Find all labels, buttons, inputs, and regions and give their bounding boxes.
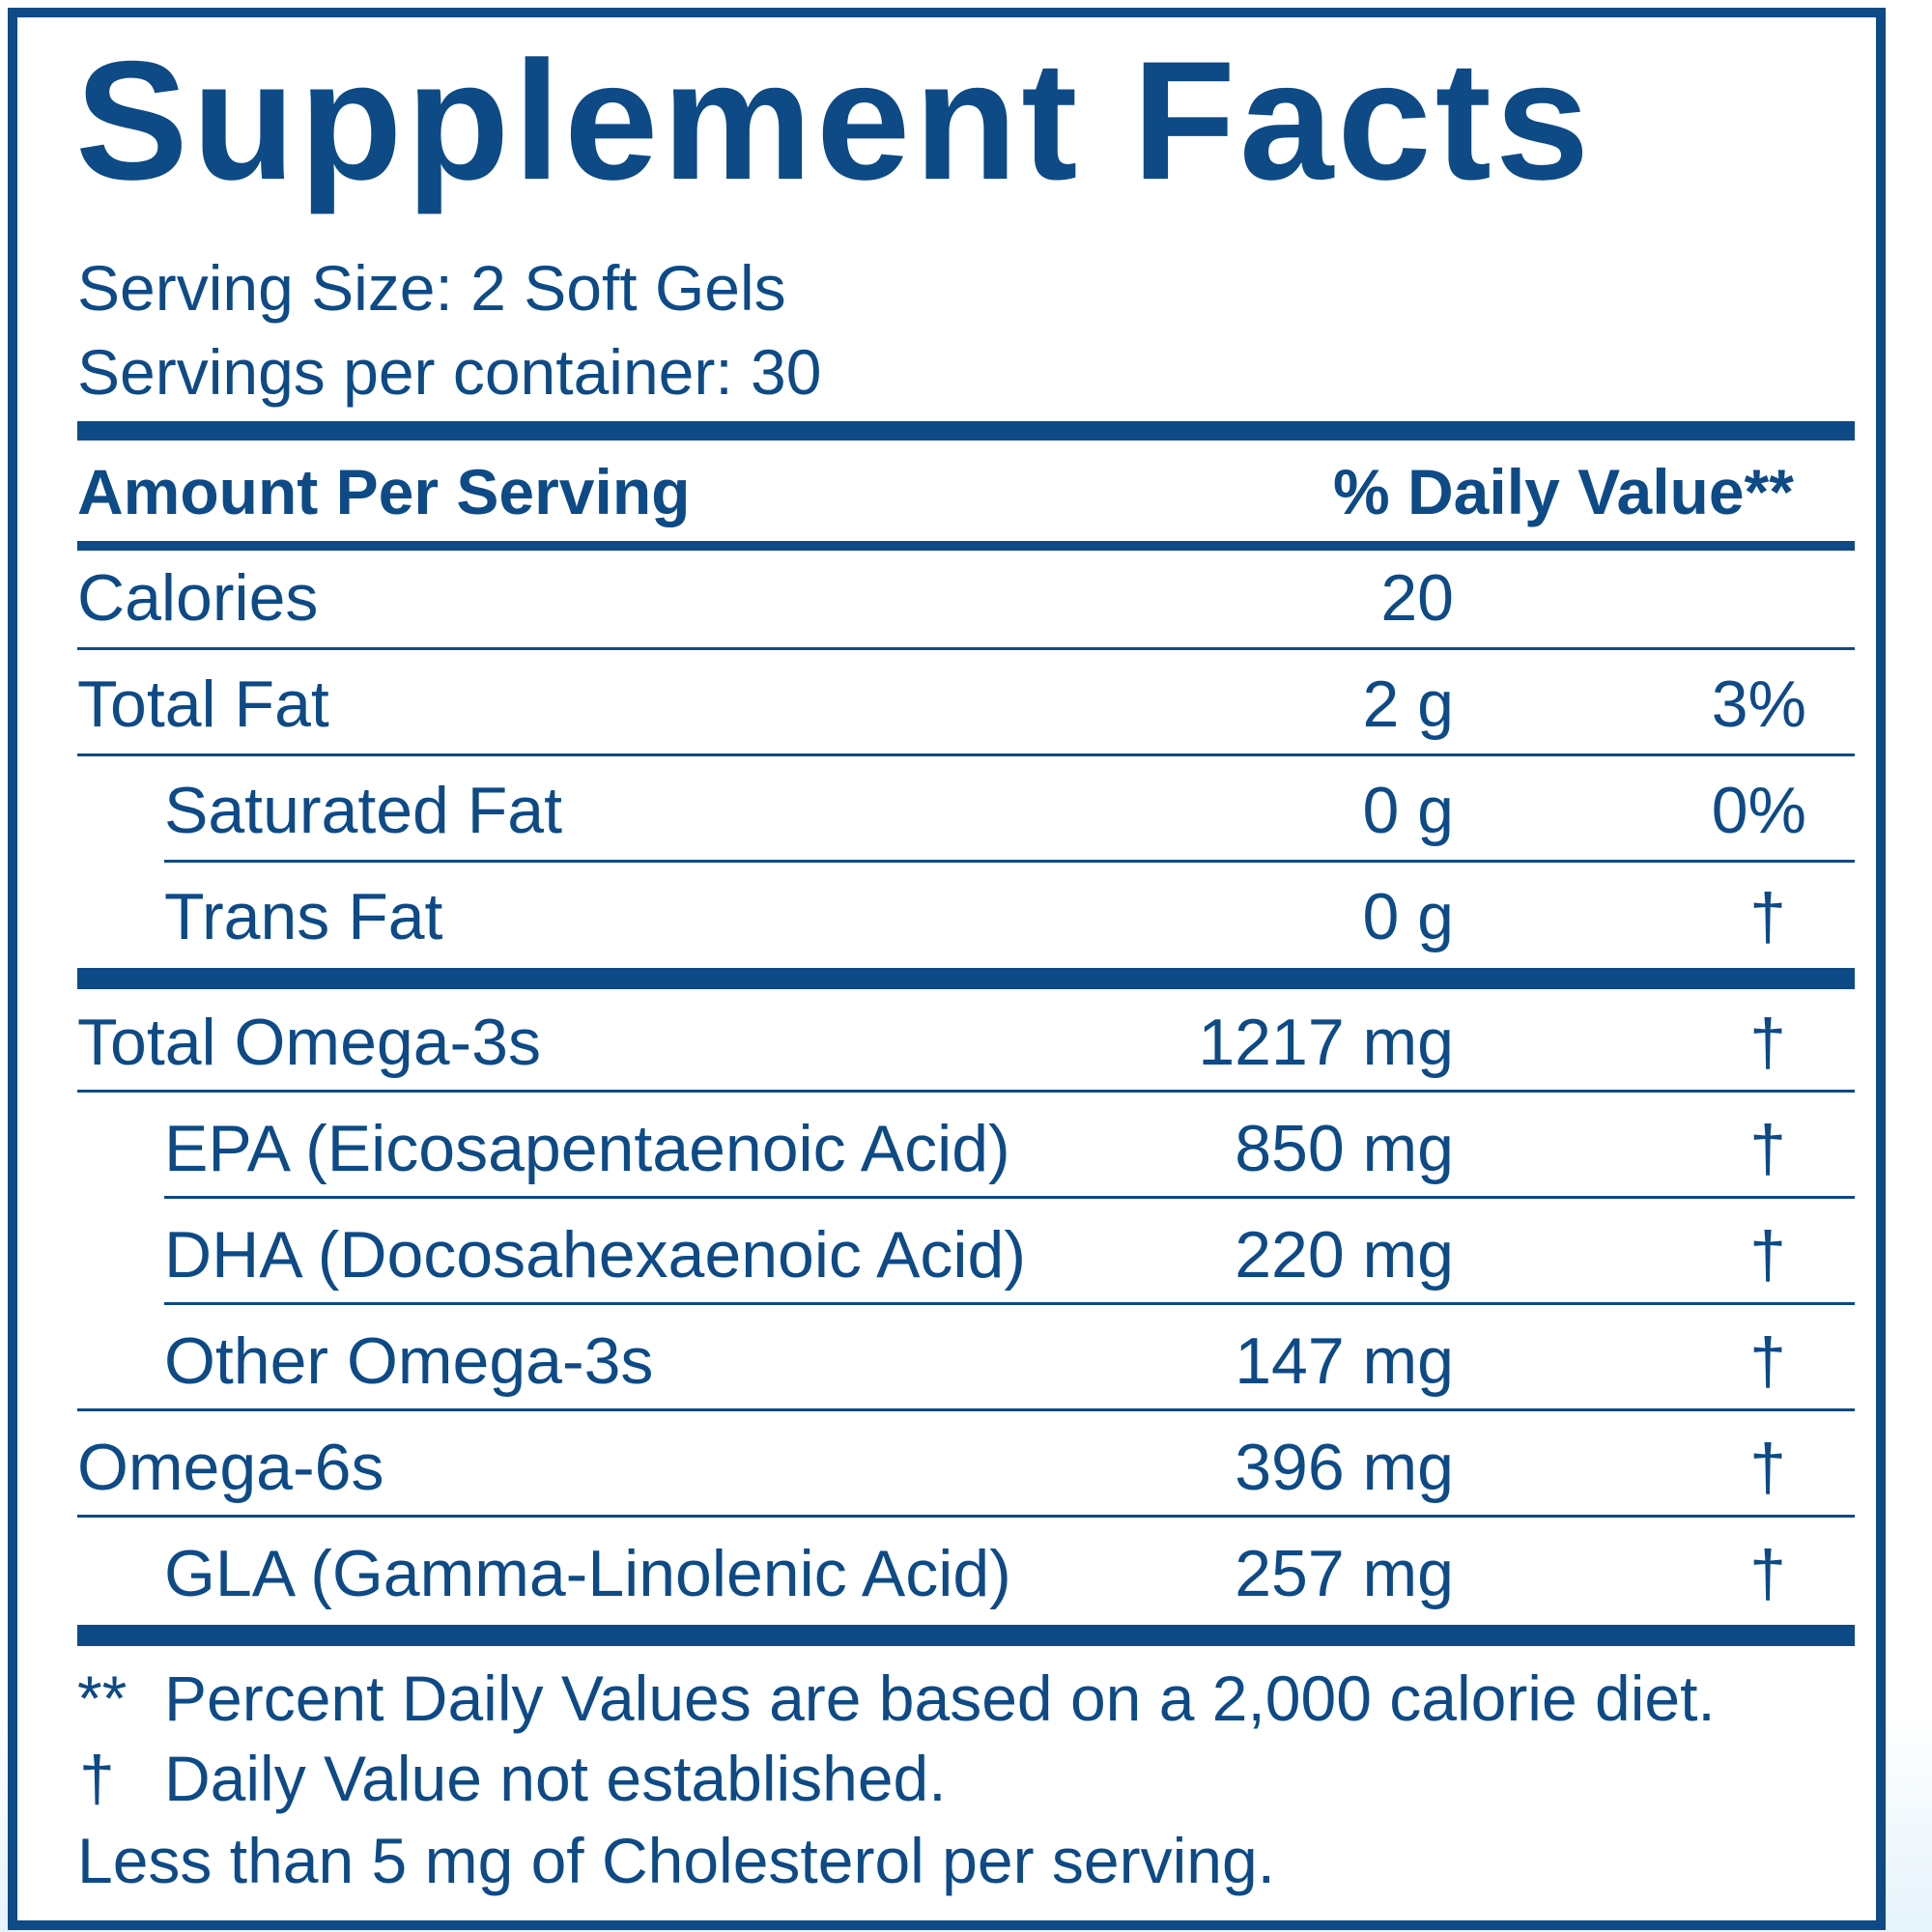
row-divider	[77, 647, 1855, 650]
nutrient-name: EPA (Eicosapentaenoic Acid)	[164, 1112, 1010, 1185]
row-divider	[164, 1196, 1855, 1199]
nutrient-amount: 20	[1380, 561, 1454, 635]
nutrient-name: Omega-6s	[77, 1431, 384, 1504]
thick-divider	[77, 968, 1855, 989]
footnote-dv-text: Percent Daily Values are based on a 2,00…	[164, 1662, 1716, 1734]
cholesterol-note: Less than 5 mg of Cholesterol per servin…	[77, 1825, 1275, 1896]
nutrient-name: Total Omega-3s	[77, 1006, 541, 1079]
footnote-dv-symbol: **	[77, 1662, 128, 1734]
thick-divider	[77, 1625, 1855, 1646]
nutrient-daily-value: †	[1749, 1537, 1786, 1610]
nutrient-amount: 257 mg	[1235, 1537, 1454, 1610]
thick-divider	[77, 421, 1855, 440]
serving-size: Serving Size: 2 Soft Gels	[77, 252, 786, 324]
nutrient-daily-value: †	[1749, 1006, 1786, 1079]
nutrient-amount: 0 g	[1362, 774, 1454, 847]
nutrient-daily-value: 3%	[1711, 668, 1806, 741]
row-divider	[77, 1515, 1855, 1518]
nutrient-name: Saturated Fat	[164, 774, 563, 847]
nutrient-name: GLA (Gamma-Linolenic Acid)	[164, 1537, 1011, 1610]
amount-per-serving-header: Amount Per Serving	[77, 456, 691, 527]
row-divider	[77, 753, 1855, 756]
row-divider	[164, 860, 1855, 863]
nutrient-amount: 220 mg	[1235, 1218, 1454, 1292]
row-divider	[164, 1302, 1855, 1305]
nutrient-daily-value: †	[1749, 1218, 1786, 1292]
nutrient-amount: 2 g	[1362, 668, 1454, 741]
daily-value-header: % Daily Value**	[1333, 456, 1794, 527]
nutrient-daily-value: 0%	[1711, 774, 1806, 847]
nutrient-daily-value: †	[1749, 880, 1786, 953]
nutrient-amount: 850 mg	[1235, 1112, 1454, 1185]
nutrient-amount: 1217 mg	[1198, 1006, 1454, 1079]
nutrient-name: Calories	[77, 561, 319, 635]
nutrient-amount: 0 g	[1362, 880, 1454, 953]
row-divider	[77, 1408, 1855, 1411]
nutrient-amount: 147 mg	[1235, 1324, 1454, 1398]
nutrient-daily-value: †	[1749, 1324, 1786, 1398]
panel-title: Supplement Facts	[75, 27, 1594, 215]
servings-per-container: Servings per container: 30	[77, 336, 822, 408]
nutrient-daily-value: †	[1749, 1112, 1786, 1185]
nutrient-name: Other Omega-3s	[164, 1324, 654, 1398]
footnote-dagger-symbol: †	[79, 1743, 115, 1814]
row-divider	[77, 1090, 1855, 1093]
nutrient-name: Trans Fat	[164, 880, 443, 953]
header-divider	[77, 541, 1855, 551]
nutrient-name: Total Fat	[77, 668, 329, 741]
nutrient-name: DHA (Docosahexaenoic Acid)	[164, 1218, 1027, 1292]
footnote-dagger-text: Daily Value not established.	[164, 1743, 947, 1814]
nutrient-daily-value: †	[1749, 1431, 1786, 1504]
nutrient-amount: 396 mg	[1235, 1431, 1454, 1504]
